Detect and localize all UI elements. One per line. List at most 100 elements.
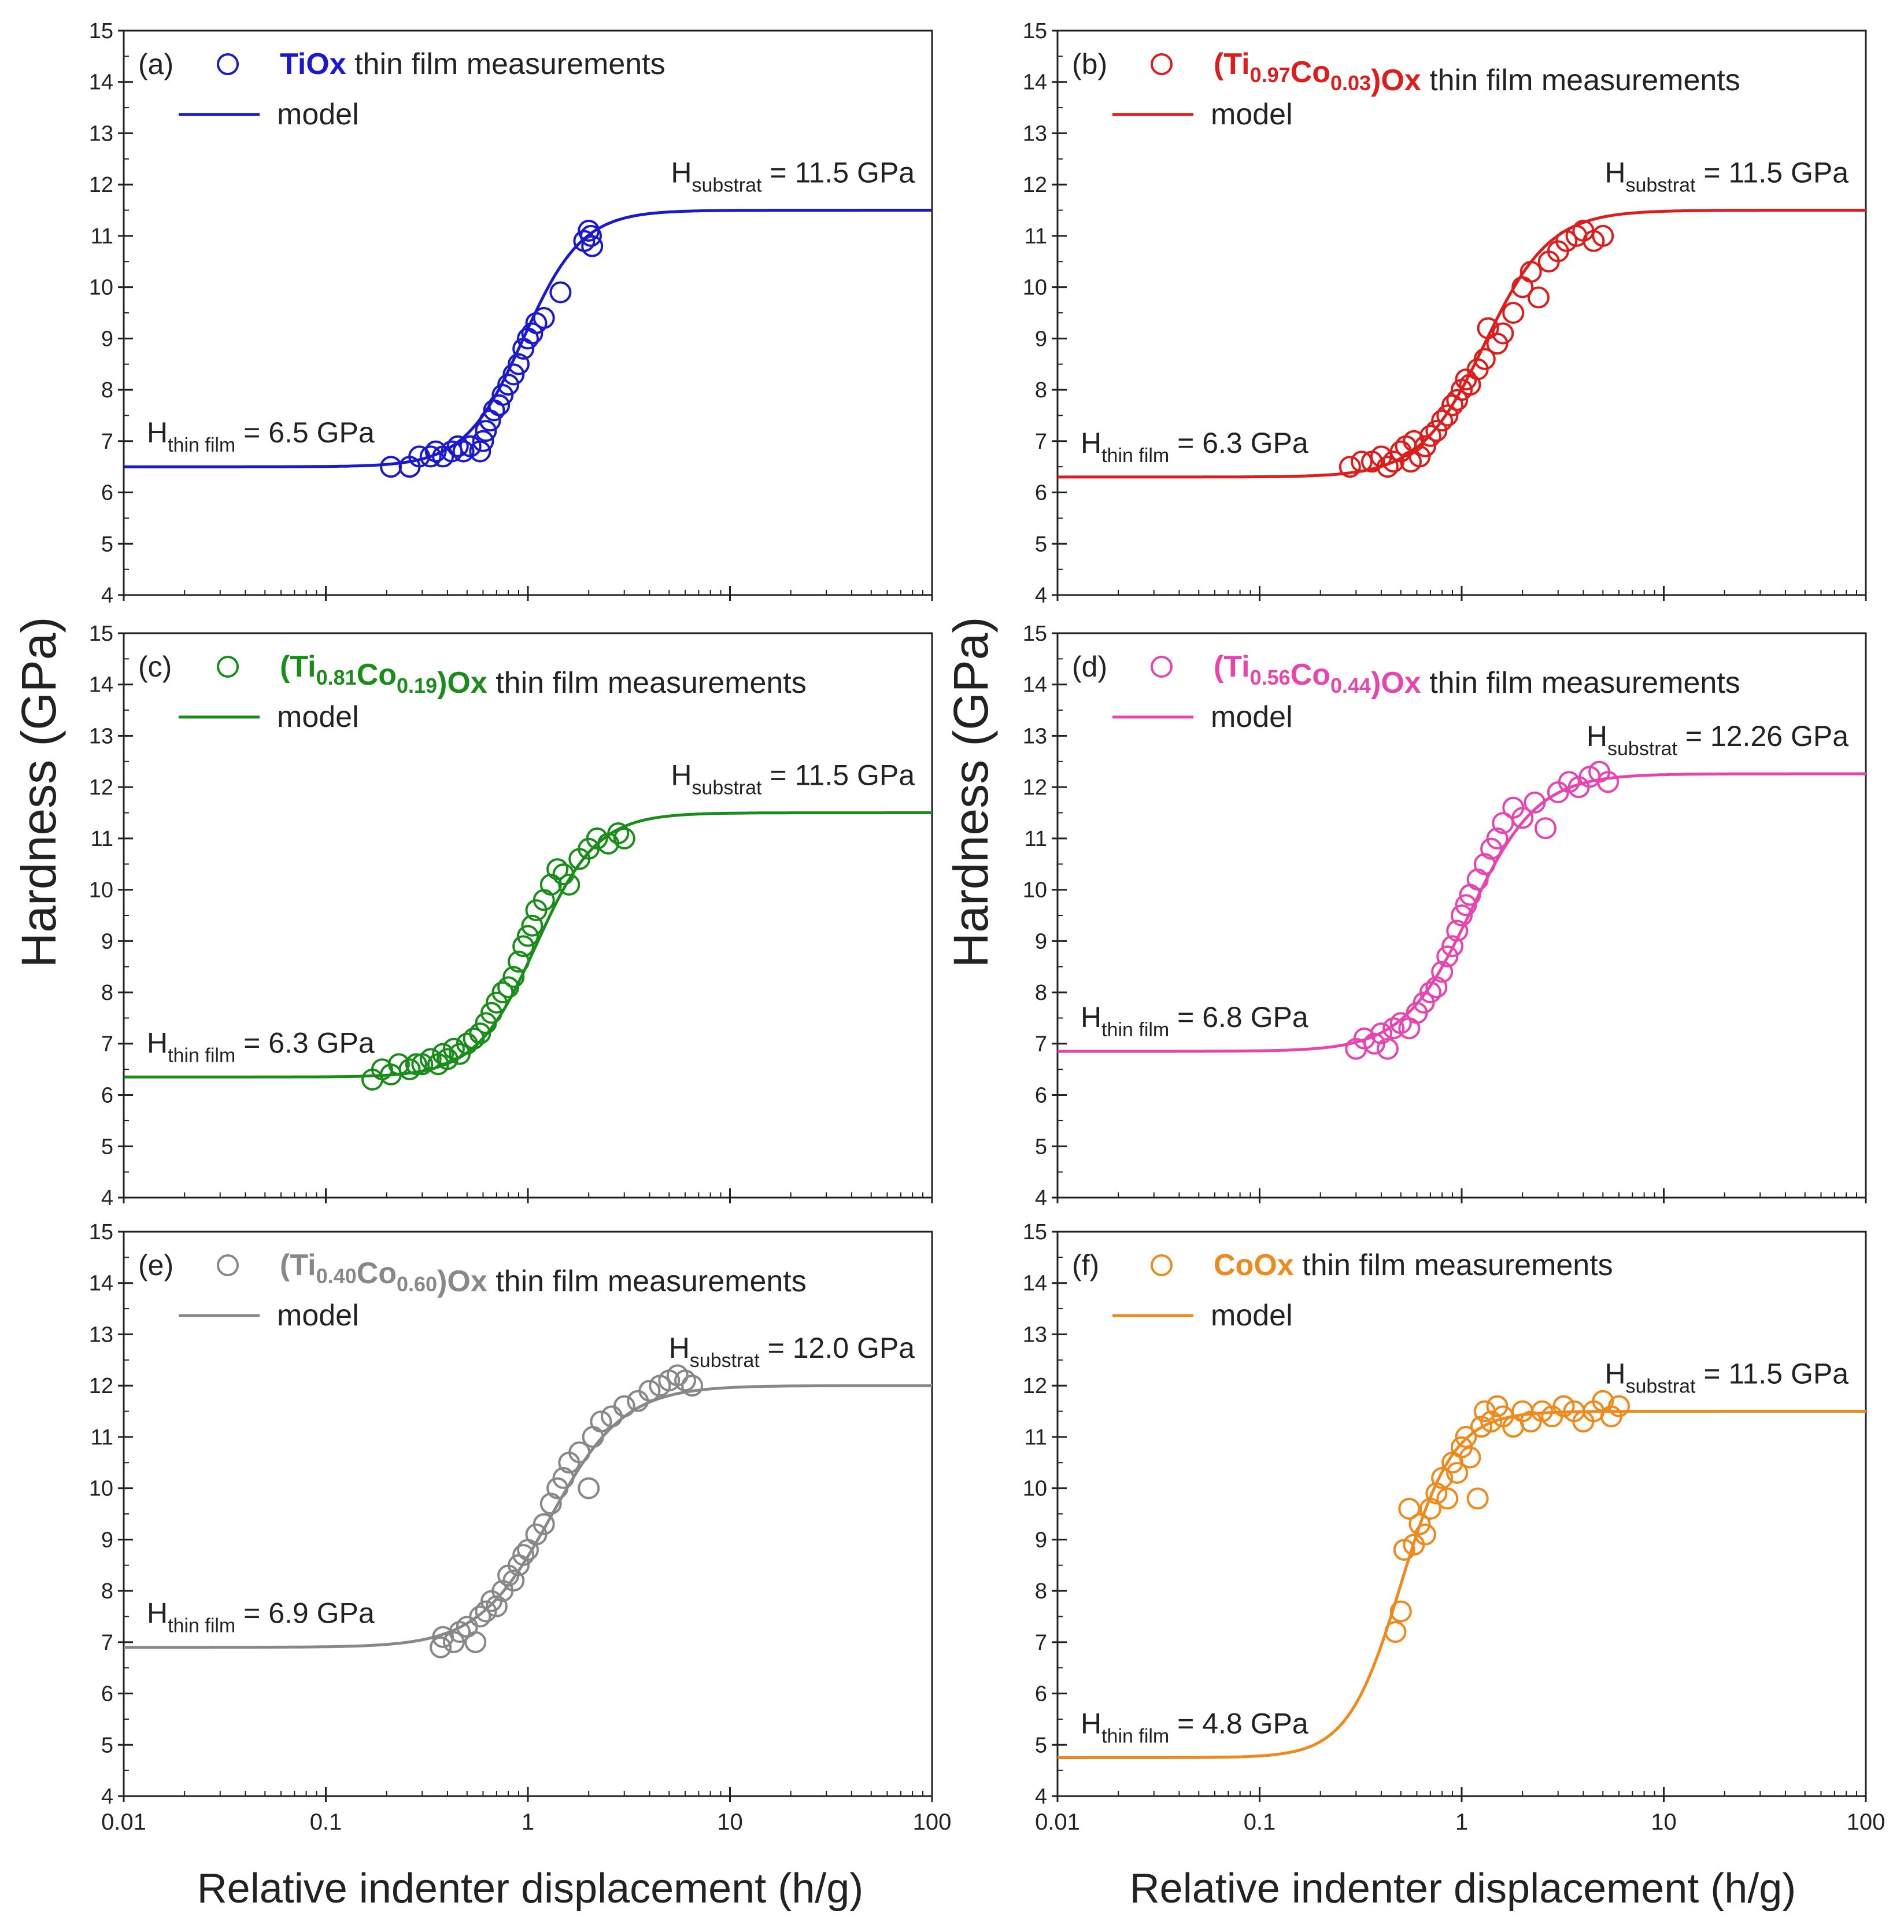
y-tick-label: 8 <box>101 1579 113 1604</box>
data-point <box>1555 230 1578 252</box>
h-value: = 12.0 GPa <box>760 1332 915 1364</box>
h-substrat-annotation: Hsubstrat = 12.26 GPa <box>1587 720 1848 760</box>
data-point <box>512 1544 535 1566</box>
y-tick-label: 7 <box>101 430 113 454</box>
data-point <box>1492 322 1514 345</box>
y-tick-label: 7 <box>1035 1631 1047 1655</box>
data-point <box>613 827 635 849</box>
y-tick-label: 10 <box>89 276 113 300</box>
x-tick-label: 1 <box>1455 1809 1468 1835</box>
data-point <box>1492 812 1514 834</box>
data-point <box>508 353 530 375</box>
legend-measurements: (Ti0.97Co0.03)Ox thin film measurements <box>1214 47 1740 97</box>
x-tick-label: 100 <box>913 1809 952 1835</box>
y-tick-label: 14 <box>89 71 113 95</box>
data-point <box>552 863 575 885</box>
y-tick-label: 7 <box>101 1032 113 1056</box>
data-point <box>502 363 525 386</box>
h-subscript: thin film <box>1101 1725 1169 1747</box>
h-symbol: H <box>1604 1358 1625 1390</box>
h-symbol: H <box>1604 157 1625 189</box>
y-tick-label: 6 <box>1035 1682 1047 1706</box>
data-point <box>446 435 469 457</box>
legend-measurements: (Ti0.56Co0.44)Ox thin film measurements <box>1214 650 1740 700</box>
legend-paren: ( <box>280 1248 290 1282</box>
data-point <box>1419 981 1441 1004</box>
y-tick-label: 13 <box>1023 121 1047 146</box>
data-point <box>463 1027 485 1050</box>
legend-measurements: CoOx thin film measurements <box>1214 1248 1613 1282</box>
data-point <box>1339 456 1361 478</box>
data-point <box>480 1002 502 1024</box>
h-subscript: thin film <box>168 1044 235 1066</box>
legend-subscript: 0.60 <box>397 1272 437 1296</box>
data-point <box>1459 1446 1481 1469</box>
h-value: = 11.5 GPa <box>1695 157 1848 189</box>
y-tick-label: 11 <box>91 1425 113 1450</box>
legend-marker <box>217 656 239 678</box>
data-point <box>1519 261 1542 283</box>
panel-a: 4 5 6 7 8 9 10 11 12 13 14 15 (a) TiOx thin film meas… <box>89 19 933 608</box>
y-tick-label: 14 <box>89 673 113 697</box>
data-point <box>1419 424 1441 447</box>
panel-d: 4 5 6 7 8 9 10 11 12 13 14 15 (d) (Ti0.56Co0.44)Ox th… <box>1023 622 1867 1210</box>
data-point <box>517 925 539 947</box>
data-point <box>398 1058 421 1081</box>
legend-description: thin film measurements <box>1421 666 1740 700</box>
y-tick-label: 8 <box>1035 981 1047 1005</box>
y-tick-label: 4 <box>1035 583 1047 608</box>
y-tick-label: 6 <box>1035 1084 1047 1108</box>
h-thin-film-annotation: Hthin film = 6.3 GPa <box>147 1026 375 1066</box>
data-point <box>549 281 572 304</box>
y-tick-label: 9 <box>101 1528 113 1552</box>
legend-subscript: 0.81 <box>316 666 357 689</box>
y-tick-label: 5 <box>101 532 113 556</box>
legend-description: thin film measurements <box>487 666 807 700</box>
y-tick-label: 13 <box>89 121 113 146</box>
y-tick-label: 5 <box>101 1733 113 1757</box>
data-point <box>1473 348 1496 370</box>
y-tick-label: 15 <box>89 19 113 43</box>
y-tick-label: 9 <box>1035 929 1047 954</box>
y-tick-label: 10 <box>1023 878 1047 903</box>
y-tick-label: 8 <box>1035 1579 1047 1604</box>
data-point <box>533 1513 555 1535</box>
data-point <box>432 1043 454 1065</box>
data-point <box>419 445 442 468</box>
y-tick-label: 4 <box>101 1785 113 1809</box>
y-tick-label: 12 <box>89 173 113 197</box>
legend-description: thin film measurements <box>346 47 666 81</box>
h-value: = 12.26 GPa <box>1677 720 1848 752</box>
h-value: = 6.3 GPa <box>235 1026 375 1059</box>
y-tick-label: 11 <box>1025 224 1047 249</box>
data-point <box>558 873 581 896</box>
y-tick-label: 13 <box>89 1323 113 1347</box>
data-point <box>488 394 511 416</box>
data-point <box>497 976 520 999</box>
data-point <box>580 224 602 247</box>
legend-formula: CoOx <box>1214 1248 1294 1282</box>
data-point <box>1351 450 1373 473</box>
data-point <box>1446 389 1469 411</box>
y-tick-label: 12 <box>1023 1374 1047 1398</box>
h-value: = 11.5 GPa <box>1695 1358 1848 1390</box>
h-thin-film-annotation: Hthin film = 6.8 GPa <box>1081 1001 1308 1041</box>
legend-subscript: 0.40 <box>316 1264 357 1288</box>
data-point <box>1524 791 1546 814</box>
y-tick-label: 7 <box>1035 430 1047 454</box>
y-tick-label: 6 <box>1035 481 1047 505</box>
y-tick-label: 7 <box>101 1631 113 1655</box>
y-tick-label: 10 <box>1023 276 1047 300</box>
data-point <box>497 374 520 396</box>
y-tick-label: 9 <box>1035 327 1047 351</box>
y-tick-label: 11 <box>91 224 113 249</box>
x-tick-label: 0.01 <box>1035 1809 1080 1835</box>
y-tick-label: 5 <box>1035 1135 1047 1159</box>
h-substrat-annotation: Hsubstrat = 12.0 GPa <box>669 1332 915 1372</box>
data-point <box>613 1395 635 1417</box>
legend-suffix: )Ox <box>437 666 487 700</box>
data-point <box>1446 919 1469 942</box>
legend-suffix: )Ox <box>1371 666 1421 700</box>
y-tick-label: 6 <box>101 1084 113 1108</box>
data-point <box>1527 286 1550 309</box>
